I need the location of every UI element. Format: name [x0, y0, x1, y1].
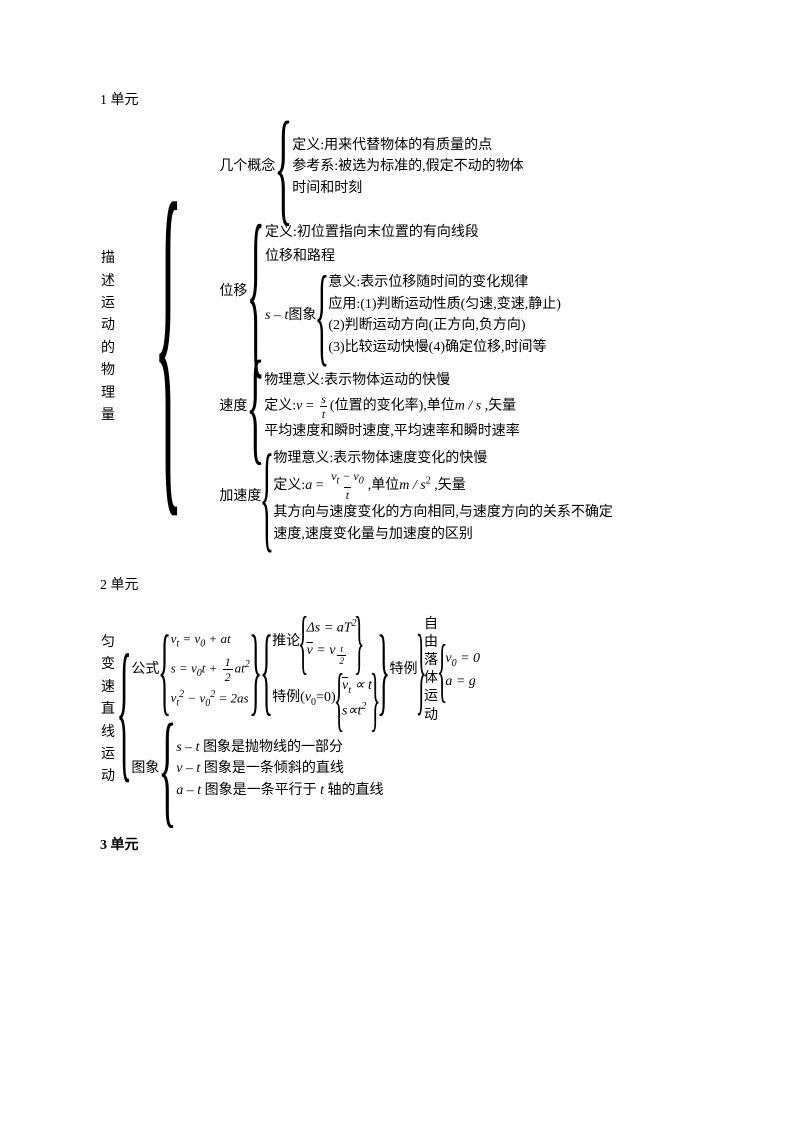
- graph-item: a – t 图象是一条平行于 t 轴的直线: [176, 781, 383, 801]
- ff-item: v0 = 0: [445, 649, 480, 671]
- unit3-title: 3 单元: [100, 835, 693, 856]
- formula: vt = v0 + at: [171, 629, 250, 652]
- concepts-label: 几个概念: [219, 157, 275, 177]
- velocity-label: 速度: [219, 397, 247, 417]
- acc-item: 其方向与速度变化的方向相同,与速度方向的关系不确定: [273, 503, 613, 523]
- brace-icon: }: [354, 609, 365, 673]
- disp-item: 位移和路程: [265, 247, 561, 267]
- unit2-diagram: 匀变速直线运动 { 公式 { vt = v0 + at s = v0t + 12…: [100, 616, 693, 805]
- st-item: 应用:(1)判断运动性质(匀速,变速,静止): [328, 295, 561, 315]
- special2-label: 特例: [390, 660, 418, 680]
- vel-item: 平均速度和瞬时速度,平均速率和瞬时速率: [264, 422, 520, 442]
- brace-icon: {: [154, 167, 183, 509]
- st-prefix: s – t: [265, 306, 288, 326]
- brace-icon: {: [275, 113, 293, 221]
- vel-item: 定义:v = st(位置的变化率),单位m / s ,矢量: [264, 393, 520, 420]
- brace-icon: {: [116, 640, 132, 780]
- brace-icon: {: [260, 626, 273, 715]
- formula: vt2 − v02 = 2as: [171, 687, 250, 711]
- concept-item: 定义:用来代替物体的有质量的点: [292, 136, 523, 156]
- inference-label: 推论: [272, 632, 300, 652]
- unit1-title: 1 单元: [100, 90, 693, 111]
- inf-item: Δs = aT2: [307, 617, 357, 638]
- st-item: (2)判断运动方向(正方向,负方向): [328, 316, 561, 336]
- graph-label: 图象: [131, 759, 159, 779]
- concept-item: 时间和时刻: [292, 179, 523, 199]
- vel-item: 物理意义:表示物体运动的快慢: [264, 371, 520, 391]
- unit2-root: 匀变速直线运动: [100, 632, 116, 789]
- brace-icon: {: [159, 715, 177, 823]
- graph-item: v – t 图象是一条倾斜的直线: [176, 759, 383, 779]
- st-item: 意义:表示位移随时间的变化规律: [328, 273, 561, 293]
- acc-item: 定义:a = vt − v0t,单位m / s2 ,矢量: [273, 470, 613, 501]
- special1-label: 特例(v0=0): [272, 688, 335, 710]
- st-label: 图象: [288, 306, 316, 326]
- brace-icon: {: [260, 443, 274, 551]
- concept-item: 参考系:被选为标准的,假定不动的物体: [292, 157, 523, 177]
- graph-item: s – t 图象是抛物线的一部分: [176, 738, 383, 758]
- brace-icon: {: [334, 667, 345, 731]
- disp-item: 定义:初位置指向末位置的有向线段: [265, 223, 561, 243]
- brace-icon: {: [315, 266, 329, 365]
- inf-item: v = vt2: [307, 641, 357, 666]
- unit1-diagram: 描述运动的物理量 { 几个概念 { 定义:用来代替物体的有质量的点 参考系:被选…: [100, 131, 693, 545]
- acc-item: 物理意义:表示物体速度变化的快慢: [273, 449, 613, 469]
- brace-icon: {: [298, 609, 309, 673]
- brace-icon: }: [377, 626, 390, 715]
- formula: s = v0t + 12at2: [171, 656, 250, 683]
- st-item: (3)比较运动快慢(4)确定位移,时间等: [328, 338, 561, 358]
- sp1-item: s∝t2: [342, 700, 372, 721]
- brace-icon: }: [415, 626, 426, 715]
- unit1-root: 描述运动的物理量: [100, 248, 116, 427]
- accel-label: 加速度: [219, 487, 261, 507]
- displacement-label: 位移: [219, 282, 247, 302]
- formulas-label: 公式: [131, 660, 159, 680]
- acc-item: 速度,速度变化量与加速度的区别: [273, 525, 613, 545]
- ff-item: a = g: [445, 672, 480, 692]
- brace-icon: {: [437, 638, 448, 702]
- unit2-title: 2 单元: [100, 575, 693, 596]
